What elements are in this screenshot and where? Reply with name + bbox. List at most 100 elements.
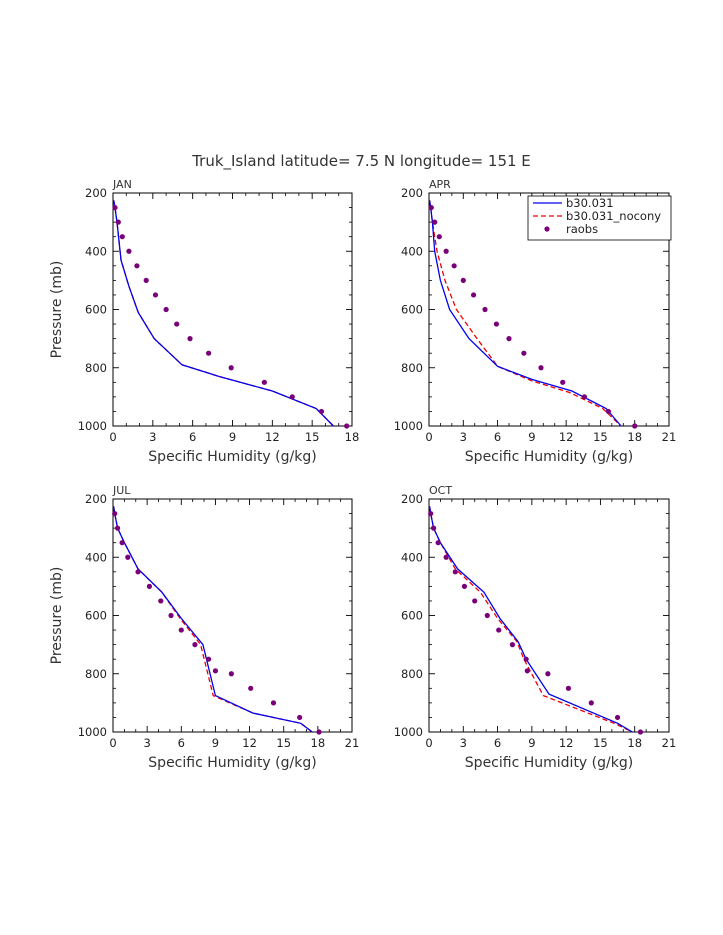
x-tick-label: 18 xyxy=(311,736,326,750)
series-line-b30-031 xyxy=(428,200,622,427)
x-tick-label: 12 xyxy=(242,736,257,750)
raobs-point xyxy=(174,321,180,327)
raobs-point xyxy=(163,306,169,313)
panel-label: OCT xyxy=(429,484,452,497)
raobs-point xyxy=(206,350,212,356)
series-line-b30-031-nocony xyxy=(113,200,334,427)
legend-label: b30.031_nocony xyxy=(566,209,661,223)
x-tick-label: 15 xyxy=(305,430,320,444)
x-tick-label: 21 xyxy=(662,736,677,750)
raobs-point xyxy=(484,612,490,619)
raobs-point xyxy=(472,598,478,604)
legend-label: b30.031 xyxy=(566,196,614,210)
raobs-point xyxy=(443,554,449,560)
panel-jan: JAN 0 3 6 9 12 15 18 200 400 600 800 1000 Specific Hu… xyxy=(49,178,359,465)
y-axis-label: Pressure (mb) xyxy=(49,567,65,665)
raobs-point xyxy=(143,277,149,283)
raobs-point xyxy=(545,671,551,677)
raobs-point xyxy=(112,510,118,517)
x-tick-label: 0 xyxy=(109,430,116,444)
y-tick-label: 800 xyxy=(401,361,423,375)
x-tick-label: 9 xyxy=(528,430,535,444)
x-tick-label: 21 xyxy=(662,430,677,444)
y-tick-label: 600 xyxy=(401,303,423,317)
legend-label: raobs xyxy=(566,222,598,236)
x-tick-label: 6 xyxy=(178,736,185,750)
y-tick-label: 400 xyxy=(401,550,423,564)
raobs-point xyxy=(135,569,141,575)
raobs-point xyxy=(588,700,594,706)
raobs-point xyxy=(428,204,434,211)
x-axis-label: Specific Humidity (g/kg) xyxy=(465,449,633,465)
x-tick-label: 18 xyxy=(627,430,642,444)
y-tick-label: 200 xyxy=(401,492,423,506)
y-tick-label: 400 xyxy=(85,550,107,564)
series-line-b30-031-nocony xyxy=(112,506,313,733)
plot-frame xyxy=(428,498,670,733)
raobs-point xyxy=(581,394,588,400)
raobs-point xyxy=(228,671,234,677)
panel-label: APR xyxy=(429,178,451,191)
raobs-point xyxy=(206,656,212,662)
raobs-point xyxy=(126,248,132,254)
x-axis-label: Specific Humidity (g/kg) xyxy=(148,449,316,465)
x-tick-label: 18 xyxy=(627,736,642,750)
raobs-point xyxy=(248,685,254,691)
raobs-point xyxy=(506,336,512,342)
raobs-point xyxy=(632,423,638,429)
plot-frame xyxy=(112,192,353,427)
x-tick-label: 12 xyxy=(559,430,574,444)
x-tick-label: 3 xyxy=(143,736,150,750)
x-tick-label: 0 xyxy=(425,736,432,750)
raobs-point xyxy=(114,525,121,531)
x-tick-label: 3 xyxy=(460,736,467,750)
raobs-point xyxy=(168,612,174,619)
raobs-point xyxy=(521,350,527,356)
raobs-point xyxy=(344,423,350,429)
raobs-point xyxy=(565,685,572,691)
raobs-point xyxy=(318,408,325,415)
raobs-point xyxy=(435,540,441,546)
x-tick-label: 12 xyxy=(559,736,574,750)
x-tick-label: 9 xyxy=(229,430,236,444)
plot-frame xyxy=(112,498,353,733)
panel-apr: APR 0 3 6 9 12 15 18 21 200 400 600 800 1000 Specific … xyxy=(394,178,677,465)
x-tick-label: 6 xyxy=(494,430,501,444)
x-tick-label: 6 xyxy=(189,430,196,444)
panel-label: JAN xyxy=(112,178,132,191)
x-tick-label: 6 xyxy=(494,736,501,750)
x-tick-label: 3 xyxy=(149,430,156,444)
x-tick-label: 21 xyxy=(345,736,360,750)
raobs-point xyxy=(158,598,164,604)
panel-label: JUL xyxy=(112,484,131,497)
raobs-point xyxy=(289,394,295,400)
raobs-point xyxy=(637,729,644,735)
x-tick-label: 9 xyxy=(212,736,219,750)
raobs-point xyxy=(605,408,612,415)
y-tick-label: 1000 xyxy=(78,419,107,433)
x-tick-label: 0 xyxy=(109,736,116,750)
raobs-point xyxy=(187,336,193,342)
raobs-point xyxy=(470,292,477,298)
raobs-point xyxy=(451,263,457,269)
series-line-b30-031 xyxy=(112,506,313,733)
x-axis-label: Specific Humidity (g/kg) xyxy=(148,755,316,771)
y-tick-label: 200 xyxy=(85,492,107,506)
raobs-point xyxy=(316,729,322,735)
raobs-point xyxy=(428,510,434,517)
raobs-point xyxy=(614,714,621,721)
raobs-point xyxy=(115,219,121,225)
series-line-b30-031 xyxy=(428,506,633,733)
raobs-point xyxy=(119,234,125,240)
raobs-point xyxy=(178,627,184,633)
panel-jul: JUL 0 3 6 9 12 15 18 21 200 400 600 800 1000 Specific … xyxy=(49,484,359,771)
series-line-b30-031-nocony xyxy=(428,506,633,733)
raobs-point xyxy=(228,365,234,371)
y-tick-label: 200 xyxy=(85,186,107,200)
raobs-point xyxy=(443,248,449,254)
legend-marker-raobs xyxy=(544,226,550,232)
raobs-point xyxy=(430,525,437,531)
raobs-point xyxy=(460,277,466,283)
raobs-point xyxy=(523,656,529,662)
